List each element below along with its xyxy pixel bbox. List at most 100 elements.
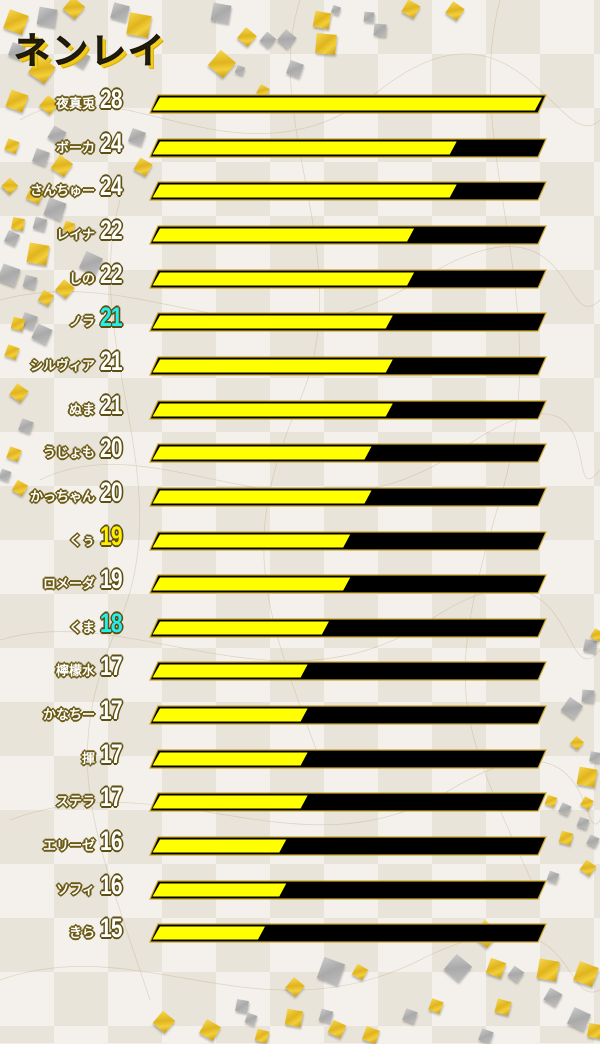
chart-row: 檸檬水 17: [0, 651, 600, 689]
row-name-label: ぬま: [68, 402, 95, 418]
chart-row: うじょも 20: [0, 433, 600, 471]
bar-graphic: [149, 705, 547, 725]
chart-row: ロメーダ 19: [0, 564, 600, 602]
chart-row: しの 22: [0, 258, 600, 297]
bar-fill: [152, 534, 351, 547]
chart-row: ぬま 21: [0, 389, 600, 428]
age-bar: [149, 574, 547, 594]
bar-graphic: [149, 923, 547, 943]
bar-fill: [152, 446, 372, 460]
row-name-label: ステラ: [55, 795, 95, 811]
bar-graphic: [149, 268, 547, 289]
age-bar: [149, 792, 547, 812]
age-bar: [149, 661, 547, 682]
bar-fill: [152, 795, 308, 809]
age-bar: [149, 836, 547, 856]
age-bar: [149, 705, 547, 725]
bar-graphic: [149, 399, 547, 420]
bar-fill: [152, 708, 308, 722]
bar-graphic: [149, 749, 547, 769]
chart-row: かなちー 17: [0, 695, 600, 733]
age-bar: [149, 443, 547, 463]
chart-row: かっちゃん 20: [0, 476, 600, 515]
age-bar: [149, 880, 547, 900]
row-name-label: ボーカ: [55, 140, 95, 156]
chart-row: さんちゅー 24: [0, 171, 600, 209]
bar-graphic: [149, 530, 547, 551]
bar-fill: [152, 883, 287, 897]
bar-graphic: [149, 356, 547, 376]
row-score-value: 17: [100, 695, 123, 726]
chart-row: レイナ 22: [0, 214, 600, 253]
age-bar: [149, 399, 547, 420]
row-name-label: 檸檬水: [55, 664, 95, 680]
row-name-label: ノラ: [68, 315, 95, 331]
bar-fill: [152, 490, 372, 504]
row-score-value: 24: [100, 171, 123, 202]
row-score-value: 15: [100, 913, 123, 944]
bar-fill: [152, 839, 287, 853]
row-name-label: さんちゅー: [29, 184, 95, 200]
chart-row: 夜真兎 28: [0, 84, 600, 122]
row-score-value: 19: [100, 520, 123, 551]
row-name-label: ソフィ: [56, 882, 95, 898]
row-score-value: 19: [100, 564, 123, 595]
bar-graphic: [149, 181, 547, 201]
age-bar: [149, 356, 547, 376]
row-name-label: レイナ: [56, 227, 95, 243]
row-name-label: かなちー: [42, 708, 95, 724]
row-score-value: 16: [100, 869, 123, 900]
row-name-label: きら: [68, 926, 95, 942]
bar-fill: [152, 664, 308, 678]
row-name-label: くま: [68, 620, 95, 636]
bar-fill: [152, 577, 351, 591]
bar-graphic: [149, 836, 547, 856]
row-score-value: 18: [100, 607, 123, 638]
chart-row: ボーカ 24: [0, 127, 600, 166]
row-score-value: 17: [100, 782, 123, 813]
row-score-value: 16: [100, 826, 123, 857]
bar-fill: [152, 228, 415, 242]
age-bar: [149, 618, 547, 638]
row-score-value: 20: [100, 476, 123, 507]
chart-title: ネンレイ: [13, 31, 167, 73]
row-score-value: 22: [100, 258, 123, 289]
chart-row: ステラ 17: [0, 782, 600, 820]
row-name-label: しの: [68, 271, 95, 287]
age-bar: [149, 138, 547, 158]
chart-row: エリーゼ 16: [0, 826, 600, 864]
row-name-label: ロメーダ: [42, 577, 95, 593]
bar-graphic: [149, 487, 547, 507]
bar-fill: [152, 621, 329, 635]
bar-fill: [152, 141, 457, 155]
age-bar: [149, 530, 547, 551]
row-name-label: エリーゼ: [42, 839, 95, 855]
age-bar: [149, 312, 547, 332]
bar-graphic: [149, 225, 547, 245]
bar-fill: [152, 315, 393, 329]
bar-graphic: [149, 574, 547, 594]
row-name-label: かっちゃん: [29, 489, 95, 505]
row-name-label: くぅ: [68, 533, 95, 549]
row-score-value: 21: [100, 389, 123, 420]
chart-row: シルヴィア 21: [0, 346, 600, 384]
row-score-value: 24: [100, 127, 123, 158]
bar-graphic: [149, 138, 547, 158]
bar-graphic: [149, 94, 547, 114]
row-score-value: 17: [100, 738, 123, 769]
bar-fill: [152, 403, 393, 417]
age-bar: [149, 268, 547, 289]
age-bar: [149, 181, 547, 201]
age-bar: [149, 487, 547, 507]
chart-row: 揮 17: [0, 738, 600, 777]
bar-fill: [152, 926, 265, 940]
chart-row: きら 15: [0, 913, 600, 951]
bar-graphic: [149, 880, 547, 900]
row-name-label: 夜真兎: [55, 97, 95, 112]
bar-fill: [152, 359, 393, 373]
chart-row: くぅ 19: [0, 520, 600, 559]
row-score-value: 22: [100, 214, 123, 245]
chart-row: くま 18: [0, 607, 600, 646]
